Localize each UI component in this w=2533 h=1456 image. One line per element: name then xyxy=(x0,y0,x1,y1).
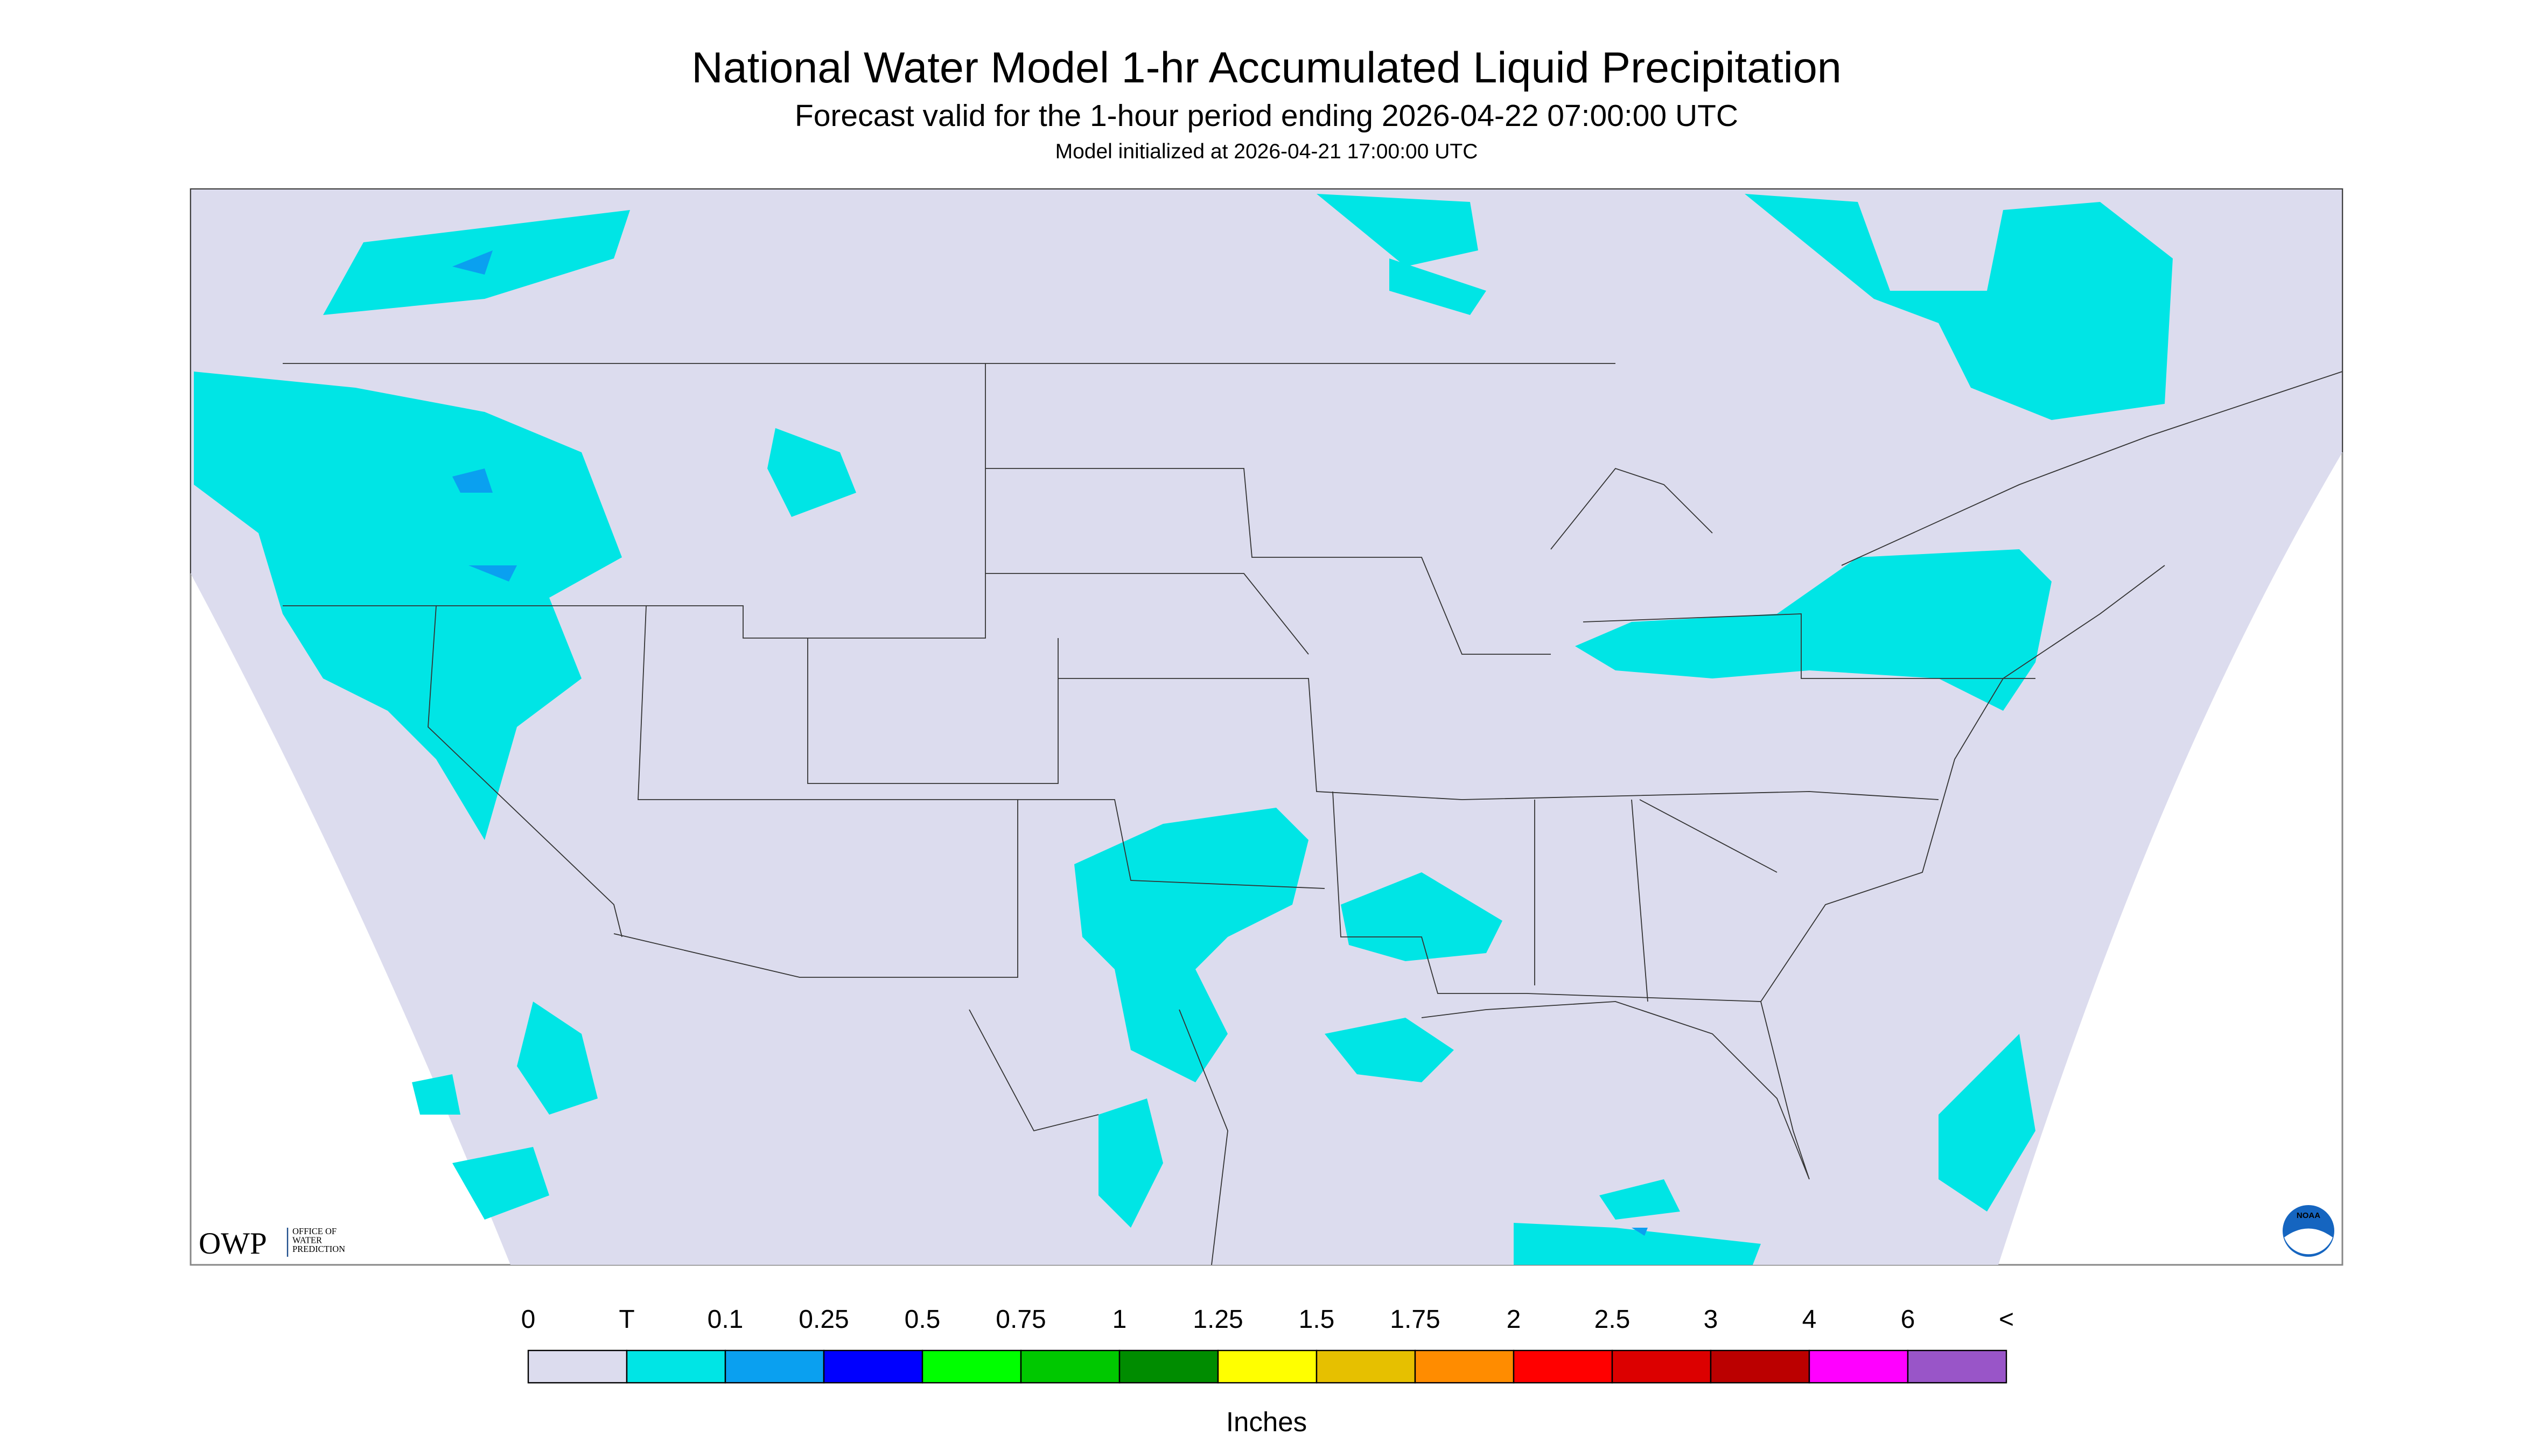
boundaries xyxy=(190,188,2343,1265)
noaa-logo: NOAA xyxy=(2283,1205,2334,1257)
color-box xyxy=(724,1349,825,1384)
color-label: 1.25 xyxy=(1193,1305,1243,1334)
color-label: 1 xyxy=(1112,1305,1127,1334)
noaa-wave xyxy=(2284,1228,2333,1255)
noaa-text: NOAA xyxy=(2297,1211,2320,1220)
color-label: 0 xyxy=(521,1305,536,1334)
logo-abbr: OWP xyxy=(199,1227,267,1261)
color-label: 0.1 xyxy=(708,1305,744,1334)
color-box xyxy=(1316,1349,1416,1384)
color-box xyxy=(527,1349,628,1384)
title: National Water Model 1-hr Accumulated Li… xyxy=(691,44,1842,92)
precip-areas-heavier xyxy=(452,250,1648,1236)
color-label: 0.75 xyxy=(996,1305,1046,1334)
color-label: 4 xyxy=(1802,1305,1817,1334)
color-label: 3 xyxy=(1704,1305,1718,1334)
color-box xyxy=(1217,1349,1318,1384)
color-box xyxy=(626,1349,726,1384)
color-label: 1.5 xyxy=(1299,1305,1335,1334)
subtitle: Forecast valid for the 1-hour period end… xyxy=(795,99,1738,133)
color-label: 1.75 xyxy=(1390,1305,1440,1334)
color-label: 2 xyxy=(1507,1305,1521,1334)
color-box xyxy=(1611,1349,1712,1384)
color-box xyxy=(1513,1349,1613,1384)
color-label: 6 xyxy=(1901,1305,1915,1334)
logo-line: PREDICTION xyxy=(292,1244,345,1254)
unit-label: Inches xyxy=(1226,1406,1307,1437)
color-box xyxy=(1414,1349,1515,1384)
color-label: T xyxy=(619,1305,634,1334)
color-box xyxy=(1020,1349,1121,1384)
color-label: 0.5 xyxy=(905,1305,941,1334)
color-label: 0.25 xyxy=(799,1305,849,1334)
precip-areas xyxy=(194,194,2173,1265)
color-box xyxy=(1710,1349,1810,1384)
color-label: 2.5 xyxy=(1594,1305,1631,1334)
color-box xyxy=(1118,1349,1219,1384)
color-box xyxy=(1907,1349,2007,1384)
colorbar: 0 T 0.1 0.25 0.5 0.75 1 1.25 1.5 1.75 2 2.5 3 4 6 < xyxy=(521,1305,2014,1384)
color-box xyxy=(921,1349,1022,1384)
init-time: Model initialized at 2026-04-21 17:00:00… xyxy=(1055,140,1478,163)
projection-area xyxy=(191,189,2342,1265)
color-box xyxy=(823,1349,923,1384)
color-box xyxy=(1808,1349,1909,1384)
color-label: < xyxy=(1999,1305,2014,1334)
logo-line: WATER xyxy=(292,1235,322,1245)
logo-line: OFFICE OF xyxy=(292,1226,337,1236)
